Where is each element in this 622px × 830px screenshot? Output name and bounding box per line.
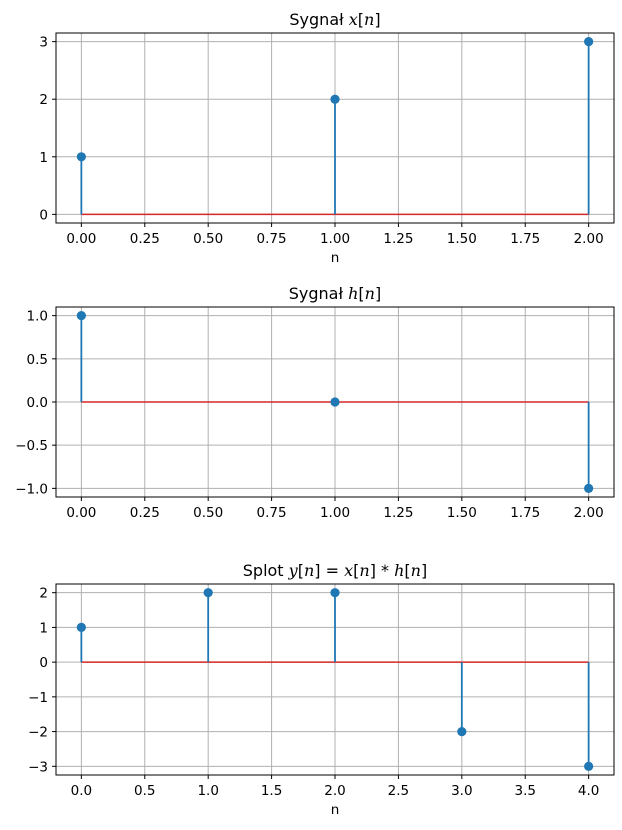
y-tick-label: 2 xyxy=(39,92,48,108)
x-tick-label: 1.50 xyxy=(447,505,477,521)
x-tick-label: 1.25 xyxy=(383,505,413,521)
y-tick-label: −1.0 xyxy=(15,481,48,497)
chart-title: Sygnał h[n] xyxy=(289,284,381,303)
y-tick-label: −1 xyxy=(28,690,48,706)
x-tick-label: 0.0 xyxy=(71,783,92,799)
x-axis-label: n xyxy=(331,250,340,266)
x-tick-label: 2.00 xyxy=(574,505,604,521)
chart-panel-1: 0.00 0.25 0.50 0.75 1.00 1.25 1.50 1.75 2.00 0 1 2 3… xyxy=(39,10,615,266)
x-tick-label: 1.5 xyxy=(261,783,282,799)
x-tick-label: 0.25 xyxy=(130,231,160,247)
x-tick-label: 1.75 xyxy=(510,505,540,521)
x-axis-label: n xyxy=(331,802,340,818)
stem-marker-1 xyxy=(330,94,340,104)
x-tick-label: 1.00 xyxy=(320,231,350,247)
chart-panel-2: 0.00 0.25 0.50 0.75 1.00 1.25 1.50 1.75 2.00 −1.0… xyxy=(15,284,615,521)
x-tick-label: 1.25 xyxy=(383,231,413,247)
x-tick-label: 1.00 xyxy=(320,505,350,521)
stem-marker-3 xyxy=(457,726,467,737)
y-tick-label: −3 xyxy=(28,759,48,775)
stem-marker-1 xyxy=(330,397,340,407)
x-tick-label: 0.75 xyxy=(257,505,287,521)
y-tick-label: −2 xyxy=(28,725,48,741)
x-tick-label: 2.00 xyxy=(574,231,604,247)
y-tick-label: −0.5 xyxy=(15,438,48,454)
x-tick-label: 0.00 xyxy=(66,505,96,521)
y-tick-label: 3 xyxy=(39,35,48,51)
stem-marker-4 xyxy=(584,761,594,771)
x-tick-label: 0.50 xyxy=(193,505,223,521)
x-tick-label: 1.75 xyxy=(510,231,540,247)
x-tick-label: 4.0 xyxy=(578,783,599,799)
x-tick-label: 2.0 xyxy=(324,783,345,799)
y-tick-label: 1 xyxy=(39,150,48,166)
stem-marker-2 xyxy=(584,483,594,493)
y-tick-label: 1 xyxy=(39,620,48,636)
y-tick-label: 0.5 xyxy=(27,352,48,368)
x-tick-label: 0.00 xyxy=(66,231,96,247)
y-tick-label: 0.0 xyxy=(27,395,48,411)
y-tick-label: 0 xyxy=(39,207,48,223)
chart-panel-3: 0.0 0.5 1.0 1.5 2.0 2.5 3.0 3.5 4.0 −3 −2 −1 0 1 2 n Spl… xyxy=(28,561,615,818)
stem-marker-2 xyxy=(330,588,340,598)
stem-marker-1 xyxy=(203,588,213,598)
x-tick-label: 2.5 xyxy=(388,783,409,799)
stem-marker-0 xyxy=(76,311,86,321)
chart-title: Splot y[n] = x[n] * h[n] xyxy=(243,561,427,580)
x-tick-label: 3.5 xyxy=(514,783,535,799)
x-tick-label: 0.5 xyxy=(134,783,155,799)
y-tick-label: 1.0 xyxy=(27,309,48,325)
stem-marker-2 xyxy=(584,37,594,47)
y-tick-label: 2 xyxy=(39,586,48,602)
x-tick-label: 0.50 xyxy=(193,231,223,247)
x-tick-label: 3.0 xyxy=(451,783,472,799)
x-tick-label: 1.0 xyxy=(197,783,218,799)
x-tick-label: 0.25 xyxy=(130,505,160,521)
stem-marker-0 xyxy=(76,152,86,162)
y-tick-label: 0 xyxy=(39,655,48,671)
chart-title: Sygnał x[n] xyxy=(289,10,380,29)
x-tick-label: 1.50 xyxy=(447,231,477,247)
x-tick-label: 0.75 xyxy=(257,231,287,247)
stem-marker-0 xyxy=(76,622,86,633)
